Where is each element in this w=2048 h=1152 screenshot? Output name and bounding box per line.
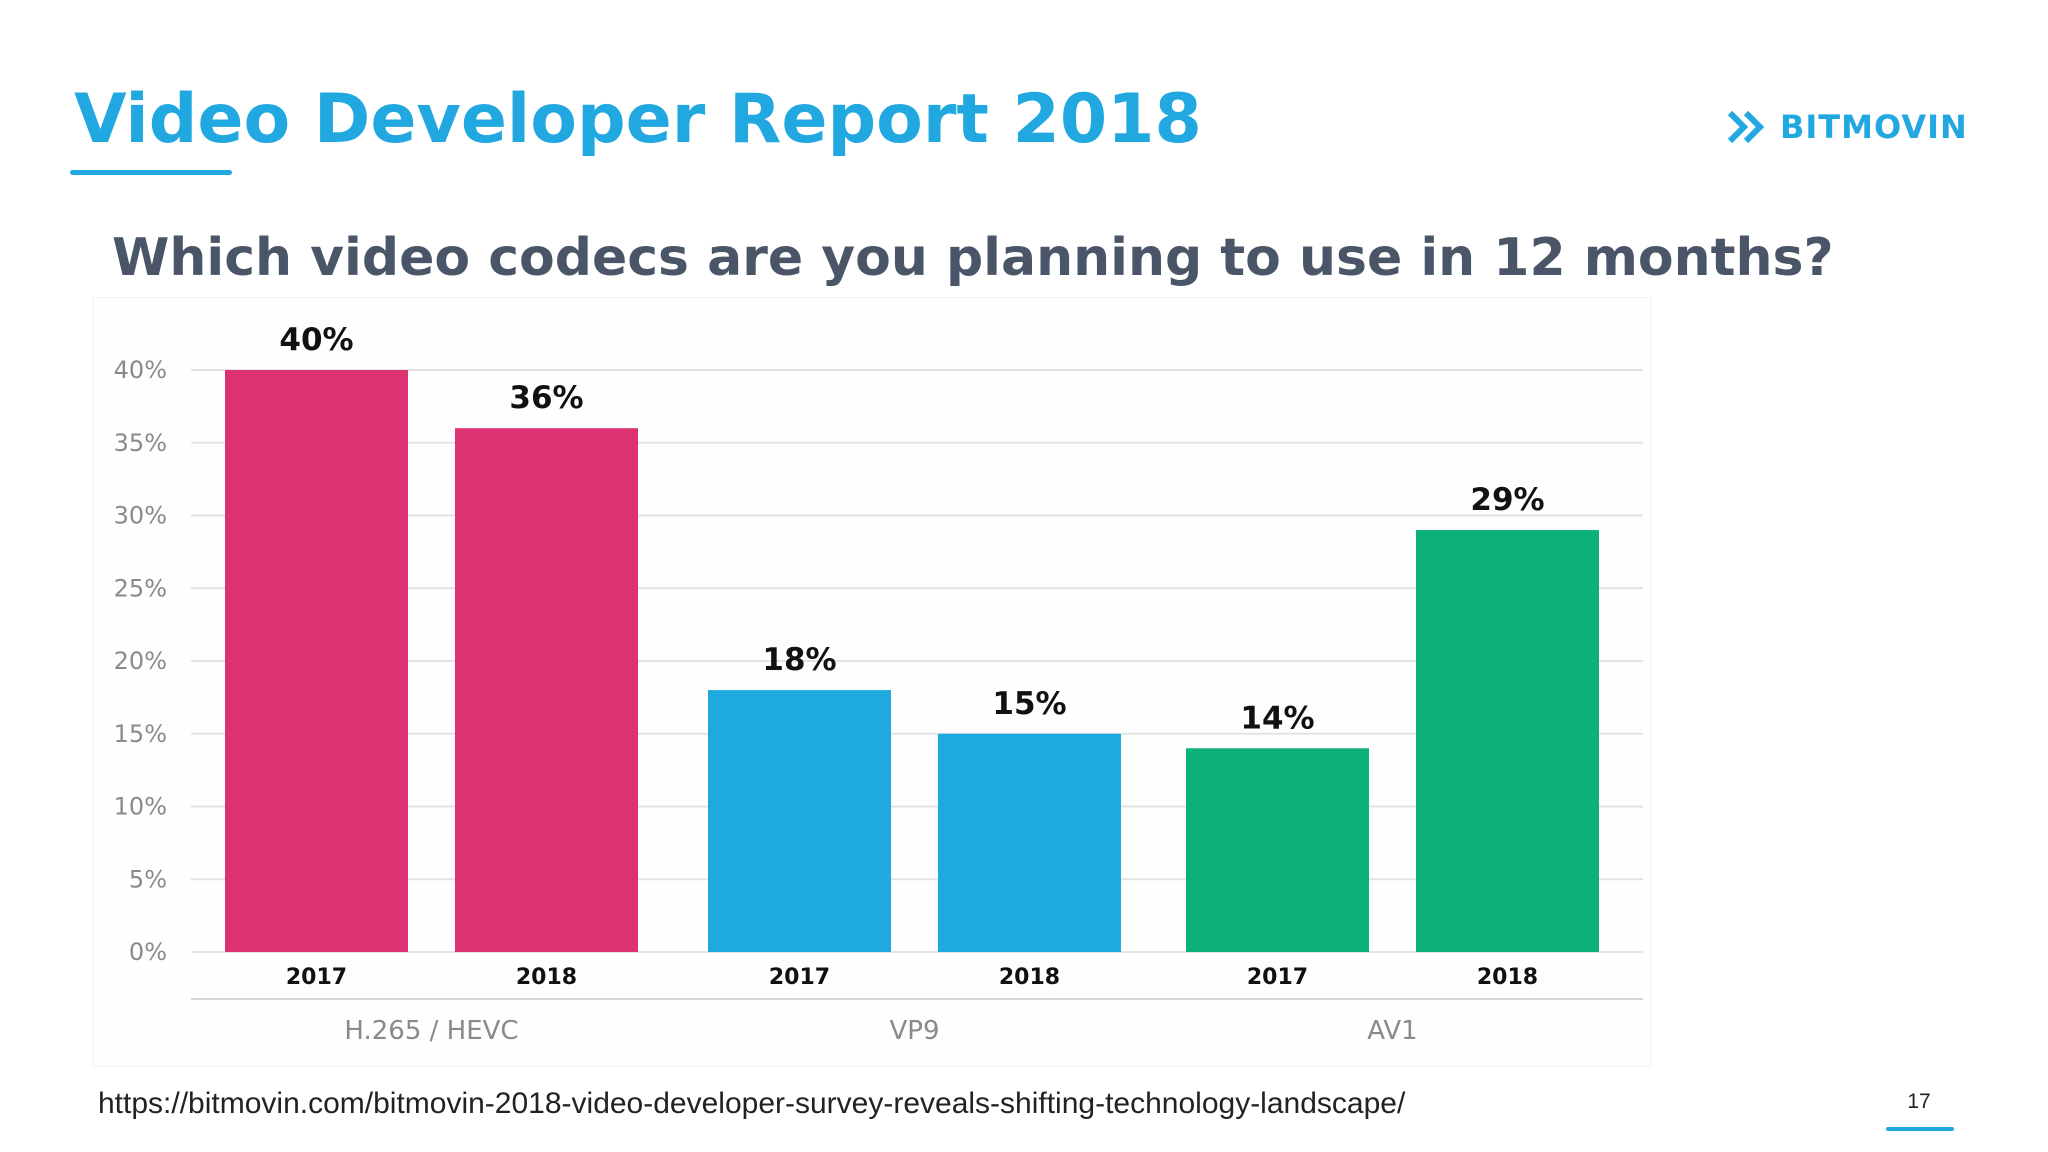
double-chevron-right-icon (1727, 110, 1765, 144)
data-label: 18% (762, 642, 836, 678)
y-tick-label: 10% (114, 793, 167, 821)
bar (455, 428, 638, 952)
chart-panel: 0% 5% 10% 15% 20% 25% 30% 35% 40% 40% 2017 36% 2018 H… (92, 297, 1652, 1067)
logo-text: BITMOVIN (1780, 108, 1968, 146)
x-tick-label: 2017 (286, 965, 347, 990)
x-tick-label: 2018 (1477, 965, 1538, 990)
x-tick-label: 2018 (999, 965, 1060, 990)
page-number-underline (1886, 1127, 1954, 1131)
data-label: 40% (279, 322, 353, 358)
group-label: VP9 (889, 1016, 939, 1046)
x-tick-label: 2018 (516, 965, 577, 990)
bar (708, 690, 891, 952)
x-tick-label: 2017 (1247, 965, 1308, 990)
data-label: 15% (992, 686, 1066, 722)
bar (225, 370, 408, 952)
source-url: https://bitmovin.com/bitmovin-2018-video… (98, 1087, 1406, 1120)
y-tick-label: 20% (114, 647, 167, 675)
x-tick-label: 2017 (769, 965, 830, 990)
data-label: 36% (509, 380, 583, 416)
page-number: 17 (1907, 1090, 1931, 1113)
bar (938, 733, 1121, 952)
y-tick-label: 5% (129, 865, 167, 893)
y-tick-label: 0% (129, 938, 167, 966)
chart-question: Which video codecs are you planning to u… (112, 228, 1834, 288)
group-label: H.265 / HEVC (344, 1016, 518, 1046)
data-label: 29% (1470, 482, 1544, 518)
bar-chart: 0% 5% 10% 15% 20% 25% 30% 35% 40% 40% 2017 36% 2018 H… (114, 322, 1643, 1046)
slide-title: Video Developer Report 2018 (74, 80, 1202, 159)
bar (1186, 748, 1369, 952)
y-tick-label: 30% (114, 502, 167, 530)
bar (1416, 530, 1599, 952)
y-tick-label: 35% (114, 429, 167, 457)
y-tick-label: 25% (114, 574, 167, 602)
y-tick-label: 40% (114, 356, 167, 384)
bitmovin-logo: BITMOVIN (1726, 102, 1968, 152)
y-tick-label: 15% (114, 720, 167, 748)
group-label: AV1 (1367, 1016, 1417, 1046)
data-label: 14% (1240, 700, 1314, 736)
title-underline (70, 170, 232, 175)
